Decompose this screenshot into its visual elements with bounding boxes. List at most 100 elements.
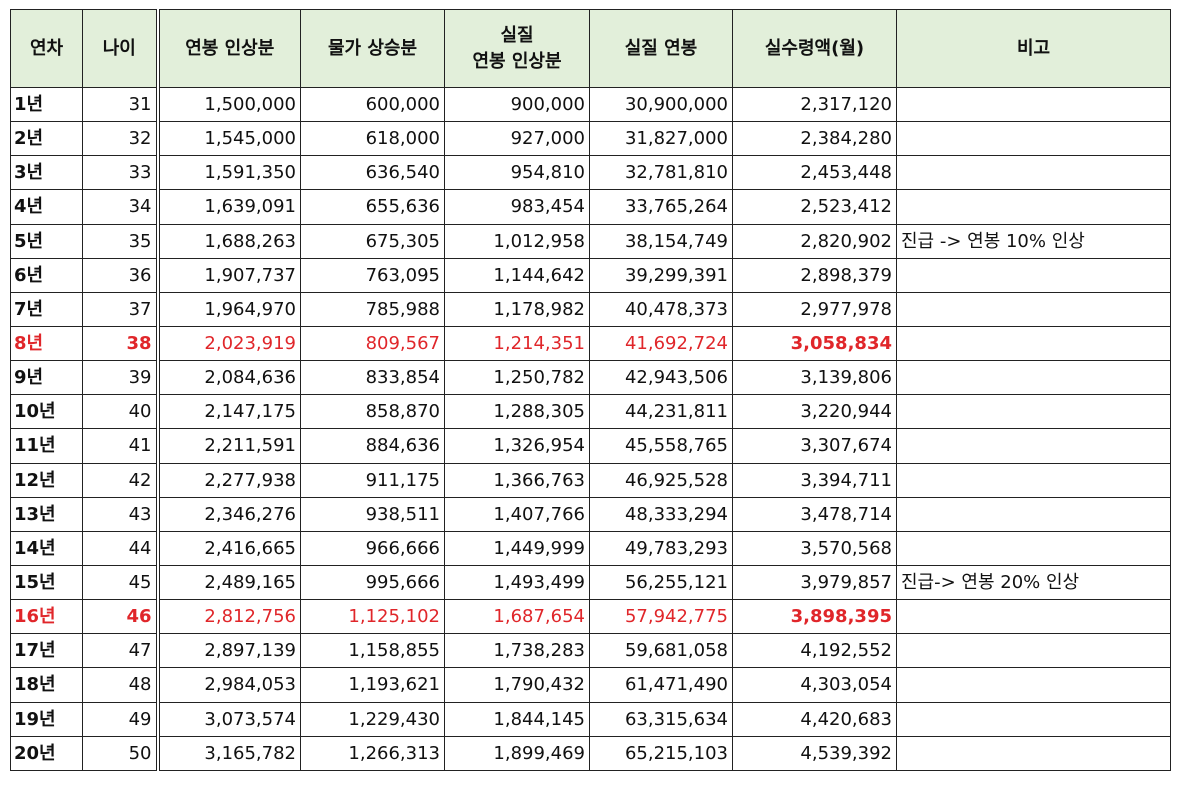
cell-real-salary: 56,255,121 — [589, 564, 733, 601]
cell-note — [896, 667, 1171, 703]
cell-age: 33 — [82, 155, 160, 191]
cell-year: 2년 — [10, 121, 83, 157]
cell-raise: 1,500,000 — [157, 86, 301, 123]
cell-inflation: 995,666 — [300, 564, 445, 601]
cell-raise: 2,084,636 — [157, 360, 301, 396]
cell-inflation: 785,988 — [300, 291, 445, 327]
cell-real-raise: 1,326,954 — [444, 428, 590, 464]
cell-inflation: 1,266,313 — [300, 735, 445, 772]
table-row: 5년 35 1,688,263 675,305 1,012,958 38,154,749 2… — [10, 223, 1171, 259]
cell-inflation: 809,567 — [300, 325, 445, 362]
table-row: 20년 50 3,165,782 1,266,313 1,899,469 65,215,1… — [10, 735, 1171, 772]
cell-note — [896, 701, 1171, 737]
cell-year: 5년 — [10, 223, 83, 259]
cell-year: 6년 — [10, 257, 83, 293]
cell-year: 3년 — [10, 155, 83, 191]
cell-real-salary: 39,299,391 — [589, 257, 733, 293]
cell-real-raise: 1,899,469 — [444, 735, 590, 772]
cell-real-salary: 41,692,724 — [589, 325, 733, 362]
cell-year: 19년 — [10, 701, 83, 737]
cell-real-salary: 44,231,811 — [589, 394, 733, 430]
table-row: 12년 42 2,277,938 911,175 1,366,763 46,925,528… — [10, 462, 1171, 498]
cell-real-raise: 1,844,145 — [444, 701, 590, 737]
cell-year: 12년 — [10, 462, 83, 498]
cell-real-salary: 63,315,634 — [589, 701, 733, 737]
cell-inflation: 858,870 — [300, 394, 445, 430]
cell-year: 4년 — [10, 189, 83, 225]
cell-real-salary: 30,900,000 — [589, 86, 733, 123]
cell-age: 44 — [82, 530, 160, 566]
cell-monthly: 3,979,857 — [732, 564, 897, 601]
cell-real-raise: 1,738,283 — [444, 633, 590, 669]
cell-real-salary: 45,558,765 — [589, 428, 733, 464]
cell-inflation: 966,666 — [300, 530, 445, 566]
cell-inflation: 636,540 — [300, 155, 445, 191]
cell-real-salary: 38,154,749 — [589, 223, 733, 259]
table-row: 10년 40 2,147,175 858,870 1,288,305 44,231,811… — [10, 394, 1171, 430]
cell-year: 10년 — [10, 394, 83, 430]
header-real-raise: 실질 연봉 인상분 — [444, 9, 590, 88]
cell-monthly: 3,898,395 — [732, 599, 897, 635]
cell-real-raise: 1,366,763 — [444, 462, 590, 498]
cell-age: 48 — [82, 667, 160, 703]
table-row: 14년 44 2,416,665 966,666 1,449,999 49,783,293… — [10, 530, 1171, 566]
cell-note: 진급-> 연봉 20% 인상 — [896, 564, 1171, 601]
cell-raise: 1,591,350 — [157, 155, 301, 191]
cell-monthly: 3,570,568 — [732, 530, 897, 566]
cell-note — [896, 462, 1171, 498]
cell-raise: 2,147,175 — [157, 394, 301, 430]
cell-monthly: 2,384,280 — [732, 121, 897, 157]
header-real-raise-line1: 실질 — [500, 24, 534, 46]
cell-raise: 2,416,665 — [157, 530, 301, 566]
cell-note — [896, 86, 1171, 123]
cell-raise: 2,023,919 — [157, 325, 301, 362]
cell-raise: 2,812,756 — [157, 599, 301, 635]
table-row: 6년 36 1,907,737 763,095 1,144,642 39,299,391 2… — [10, 257, 1171, 293]
cell-monthly: 3,478,714 — [732, 496, 897, 532]
cell-age: 37 — [82, 291, 160, 327]
header-real-salary: 실질 연봉 — [589, 9, 733, 88]
cell-real-salary: 46,925,528 — [589, 462, 733, 498]
cell-real-raise: 1,407,766 — [444, 496, 590, 532]
cell-raise: 1,545,000 — [157, 121, 301, 157]
cell-real-salary: 40,478,373 — [589, 291, 733, 327]
cell-raise: 2,984,053 — [157, 667, 301, 703]
cell-real-salary: 49,783,293 — [589, 530, 733, 566]
table-row: 9년 39 2,084,636 833,854 1,250,782 42,943,506 3… — [10, 360, 1171, 396]
cell-monthly: 3,058,834 — [732, 325, 897, 362]
table-row: 1년 31 1,500,000 600,000 900,000 30,900,000 2,3… — [10, 86, 1171, 123]
cell-monthly: 4,420,683 — [732, 701, 897, 737]
cell-monthly: 3,139,806 — [732, 360, 897, 396]
cell-real-raise: 1,250,782 — [444, 360, 590, 396]
cell-real-raise: 1,214,351 — [444, 325, 590, 362]
cell-real-raise: 1,449,999 — [444, 530, 590, 566]
cell-year: 8년 — [10, 325, 83, 362]
cell-note — [896, 428, 1171, 464]
cell-year: 9년 — [10, 360, 83, 396]
cell-age: 46 — [82, 599, 160, 635]
cell-raise: 1,688,263 — [157, 223, 301, 259]
cell-note: 진급 -> 연봉 10% 인상 — [896, 223, 1171, 259]
table-row: 13년 43 2,346,276 938,511 1,407,766 48,333,294… — [10, 496, 1171, 532]
cell-inflation: 675,305 — [300, 223, 445, 259]
cell-real-raise: 1,687,654 — [444, 599, 590, 635]
cell-inflation: 655,636 — [300, 189, 445, 225]
cell-inflation: 1,158,855 — [300, 633, 445, 669]
header-real-raise-line2: 연봉 인상분 — [472, 50, 562, 72]
cell-raise: 3,165,782 — [157, 735, 301, 772]
cell-note — [896, 257, 1171, 293]
cell-real-raise: 1,012,958 — [444, 223, 590, 259]
cell-inflation: 763,095 — [300, 257, 445, 293]
cell-real-raise: 1,144,642 — [444, 257, 590, 293]
cell-monthly: 2,523,412 — [732, 189, 897, 225]
table-row: 18년 48 2,984,053 1,193,621 1,790,432 61,471,4… — [10, 667, 1171, 703]
cell-inflation: 1,125,102 — [300, 599, 445, 635]
cell-age: 50 — [82, 735, 160, 772]
cell-age: 40 — [82, 394, 160, 430]
cell-real-raise: 900,000 — [444, 86, 590, 123]
cell-real-raise: 1,178,982 — [444, 291, 590, 327]
cell-real-salary: 31,827,000 — [589, 121, 733, 157]
cell-inflation: 618,000 — [300, 121, 445, 157]
cell-inflation: 1,193,621 — [300, 667, 445, 703]
cell-year: 15년 — [10, 564, 83, 601]
